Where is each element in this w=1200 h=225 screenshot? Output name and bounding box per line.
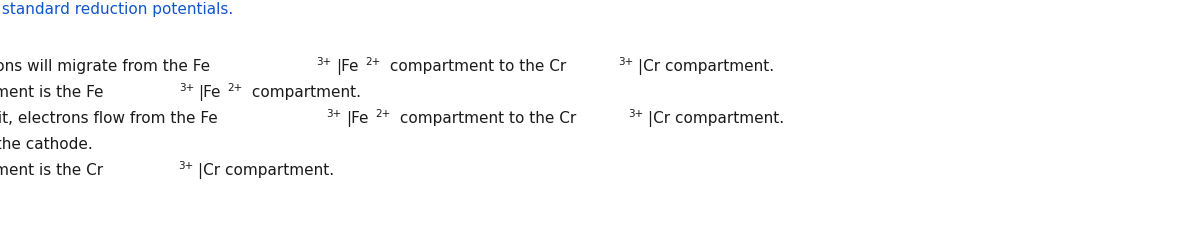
- Text: compartment to the Cr: compartment to the Cr: [395, 111, 576, 126]
- Text: 3+: 3+: [618, 57, 634, 67]
- Text: |Fe: |Fe: [336, 59, 359, 75]
- Text: 3+: 3+: [629, 108, 643, 118]
- Text: |Fe: |Fe: [346, 111, 368, 127]
- Text: 2+: 2+: [374, 108, 390, 118]
- Text: 2+: 2+: [365, 57, 380, 67]
- Text: is reduced at the cathode.: is reduced at the cathode.: [0, 137, 92, 151]
- Text: The anode compartment is the Fe: The anode compartment is the Fe: [0, 85, 103, 100]
- Text: Hint: Refer to a table of standard reduction potentials.: Hint: Refer to a table of standard reduc…: [0, 2, 233, 17]
- Text: compartment.: compartment.: [247, 85, 361, 100]
- Text: In the external circuit, electrons flow from the Fe: In the external circuit, electrons flow …: [0, 111, 217, 126]
- Text: |Cr compartment.: |Cr compartment.: [638, 59, 774, 75]
- Text: As the cell runs, anions will migrate from the Fe: As the cell runs, anions will migrate fr…: [0, 59, 210, 74]
- Text: 3+: 3+: [317, 57, 331, 67]
- Text: 2+: 2+: [228, 82, 242, 92]
- Text: compartment to the Cr: compartment to the Cr: [385, 59, 566, 74]
- Text: |Cr compartment.: |Cr compartment.: [198, 162, 334, 178]
- Text: 3+: 3+: [179, 82, 194, 92]
- Text: 3+: 3+: [326, 108, 341, 118]
- Text: The anode compartment is the Cr: The anode compartment is the Cr: [0, 162, 103, 177]
- Text: |Cr compartment.: |Cr compartment.: [648, 111, 784, 127]
- Text: 3+: 3+: [179, 160, 193, 170]
- Text: |Fe: |Fe: [198, 85, 221, 101]
